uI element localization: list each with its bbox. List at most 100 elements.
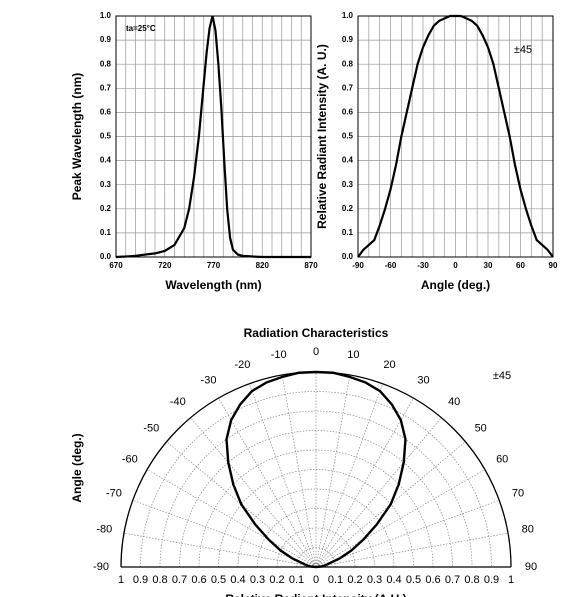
- y-tick-label: 0.6: [342, 108, 354, 117]
- y-tick-label: 0.1: [342, 228, 354, 237]
- theta-tick-label: -60: [122, 453, 138, 465]
- grid-spoke: [315, 417, 442, 568]
- x-tick-label: -60: [385, 261, 397, 270]
- r-tick-label: 0.3: [250, 574, 265, 586]
- grid-circle: [257, 508, 375, 568]
- grid-circle: [237, 488, 395, 568]
- r-tick-label: 0.8: [464, 574, 479, 586]
- grid-spoke: [315, 374, 351, 568]
- y-tick-label: 0.6: [100, 108, 112, 117]
- theta-tick-label: -10: [271, 349, 287, 361]
- r-tick-label: 0.7: [445, 574, 460, 586]
- annotation: ±45: [514, 44, 532, 56]
- r-tick-label: 0.2: [269, 574, 284, 586]
- grid-spoke: [190, 417, 317, 568]
- r-tick-label: 0: [313, 574, 319, 586]
- x-tick-label: -90: [352, 261, 364, 270]
- grid-circle: [198, 449, 434, 568]
- theta-tick-label: 10: [347, 349, 359, 361]
- r-tick-label: 0.3: [367, 574, 382, 586]
- y-axis-label: Relative Radiant Intensity (A. U.): [315, 44, 329, 229]
- grid-spoke: [248, 383, 317, 568]
- theta-tick-label: -40: [170, 396, 186, 408]
- y-tick-label: 0.8: [100, 59, 112, 68]
- grid-spoke: [123, 532, 317, 568]
- y-tick-label: 0.7: [100, 83, 112, 92]
- y-axis-label: Peak Wavelength (nm): [70, 73, 84, 201]
- y-tick-label: 1.0: [342, 11, 354, 20]
- x-axis-label: Angle (deg.): [421, 278, 490, 292]
- grid-spoke: [281, 374, 317, 568]
- r-tick-label: 0.9: [484, 574, 499, 586]
- r-tick-label: 0.1: [289, 574, 304, 586]
- annotation: ±45: [493, 370, 511, 382]
- y-tick-label: 0.9: [342, 35, 354, 44]
- r-tick-label: 0.8: [152, 574, 167, 586]
- grid-circle: [218, 469, 414, 568]
- r-tick-label: 0.2: [347, 574, 362, 586]
- r-tick-label: 0.7: [172, 574, 187, 586]
- x-axis-label: Wavelength (nm): [165, 278, 261, 292]
- line: [115, 15, 311, 259]
- grid-spoke: [315, 469, 486, 568]
- theta-tick-label: -30: [201, 375, 217, 387]
- theta-tick-label: -90: [93, 561, 109, 573]
- x-tick-label: 720: [158, 261, 172, 270]
- r-tick-label: 0.6: [191, 574, 206, 586]
- y-tick-label: 0.5: [100, 132, 112, 141]
- r-tick-label: 0.1: [328, 574, 343, 586]
- y-tick-label: 0.2: [100, 204, 112, 213]
- y-tick-label: 0.5: [342, 132, 354, 141]
- y-tick-label: 0.1: [100, 228, 112, 237]
- theta-tick-label: 80: [522, 524, 534, 536]
- theta-tick-label: -20: [235, 359, 251, 371]
- x-tick-label: 60: [516, 261, 525, 270]
- theta-tick-label: -50: [143, 423, 159, 435]
- y-tick-label: 0.3: [100, 180, 112, 189]
- r-tick-label: 0.5: [406, 574, 421, 586]
- grid-spoke: [132, 499, 317, 568]
- y-tick-label: 0.0: [100, 252, 112, 261]
- theta-tick-label: 70: [512, 487, 524, 499]
- theta-tick-label: 50: [475, 423, 487, 435]
- y-tick-label: 0.4: [342, 156, 354, 165]
- x-tick-label: 870: [304, 261, 318, 270]
- x-tick-label: 0: [453, 261, 458, 270]
- annotation: ta=25°C: [126, 24, 156, 33]
- chart-title: Radiation Characteristics: [244, 326, 389, 340]
- theta-tick-label: 20: [383, 359, 395, 371]
- line: [357, 14, 554, 258]
- r-tick-label: 0.5: [211, 574, 226, 586]
- grid-spoke: [315, 383, 384, 568]
- r-axis-label: Relative Radiant Intensity (A.U.): [225, 592, 406, 597]
- grid-spoke: [218, 397, 317, 568]
- theta-tick-label: 90: [525, 561, 537, 573]
- theta-tick-label: 60: [496, 453, 508, 465]
- grid-circle: [159, 410, 473, 568]
- y-tick-label: 0.3: [342, 180, 354, 189]
- y-tick-label: 0.4: [100, 156, 112, 165]
- polar-line: [225, 370, 407, 569]
- y-tick-label: 0.0: [342, 252, 354, 261]
- theta-tick-label: -70: [106, 487, 122, 499]
- theta-axis-label: Angle (deg.): [70, 433, 84, 502]
- x-tick-label: -30: [417, 261, 429, 270]
- r-tick-label: 0.6: [425, 574, 440, 586]
- grid-circle: [140, 391, 492, 568]
- x-tick-label: 30: [484, 261, 493, 270]
- theta-tick-label: -80: [96, 524, 112, 536]
- r-tick-label: 0.9: [133, 574, 148, 586]
- r-tick-label: 0.4: [230, 574, 245, 586]
- grid-spoke: [315, 397, 414, 568]
- x-tick-label: 670: [109, 261, 123, 270]
- theta-tick-label: 30: [417, 375, 429, 387]
- r-tick-label: 0.4: [386, 574, 401, 586]
- x-tick-label: 820: [256, 261, 270, 270]
- grid-spoke: [315, 499, 500, 568]
- r-tick-label: 1: [118, 574, 124, 586]
- grid-spoke: [146, 469, 317, 568]
- y-tick-label: 0.8: [342, 59, 354, 68]
- y-tick-label: 0.7: [342, 83, 354, 92]
